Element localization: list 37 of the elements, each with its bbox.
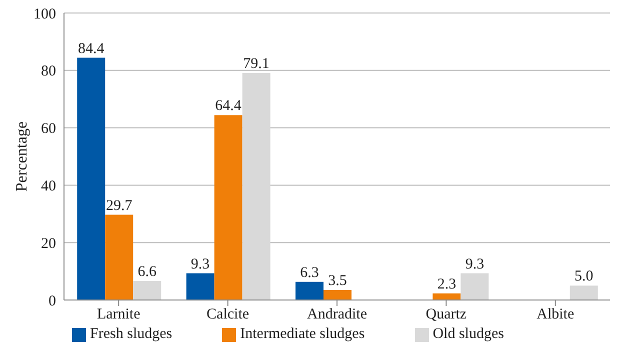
legend-label: Intermediate sludges	[240, 326, 365, 342]
data-label: 9.3	[465, 256, 484, 272]
data-label: 79.1	[243, 56, 270, 72]
x-tick-label: Albite	[536, 306, 574, 323]
x-tick-label: Quartz	[426, 306, 467, 323]
y-tick-label: 40	[41, 178, 56, 195]
y-axis-title: Percentage	[14, 121, 31, 192]
x-tick-label: Larnite	[96, 306, 141, 323]
data-label: 84.4	[78, 40, 105, 57]
legend-label: Old sludges	[432, 326, 504, 342]
bar	[105, 214, 134, 300]
bar	[242, 72, 270, 300]
x-tick-label: Calcite	[206, 306, 250, 323]
y-tick-label: 0	[48, 293, 56, 310]
y-tick-label: 20	[41, 236, 56, 252]
bar	[186, 273, 214, 300]
bar	[460, 273, 489, 300]
y-tick-label: 60	[41, 121, 56, 138]
bar	[214, 115, 242, 300]
data-label: 64.4	[215, 98, 242, 114]
bar	[570, 286, 598, 300]
data-label: 9.3	[190, 256, 210, 272]
bar	[296, 282, 324, 300]
bar	[432, 293, 461, 300]
y-tick-label: 80	[41, 64, 56, 80]
data-label: 3.5	[328, 272, 347, 289]
data-label: 29.7	[106, 198, 133, 214]
data-label: 5.0	[574, 268, 594, 285]
y-tick-label: 100	[34, 6, 56, 22]
data-label: 6.3	[300, 264, 319, 281]
legend-label: Fresh sludges	[90, 326, 172, 342]
data-label: 6.6	[138, 264, 157, 280]
bar	[77, 58, 106, 300]
x-tick-label: Andradite	[307, 306, 368, 323]
bar	[324, 290, 352, 300]
data-label: 2.3	[437, 276, 456, 292]
bar	[133, 281, 162, 300]
